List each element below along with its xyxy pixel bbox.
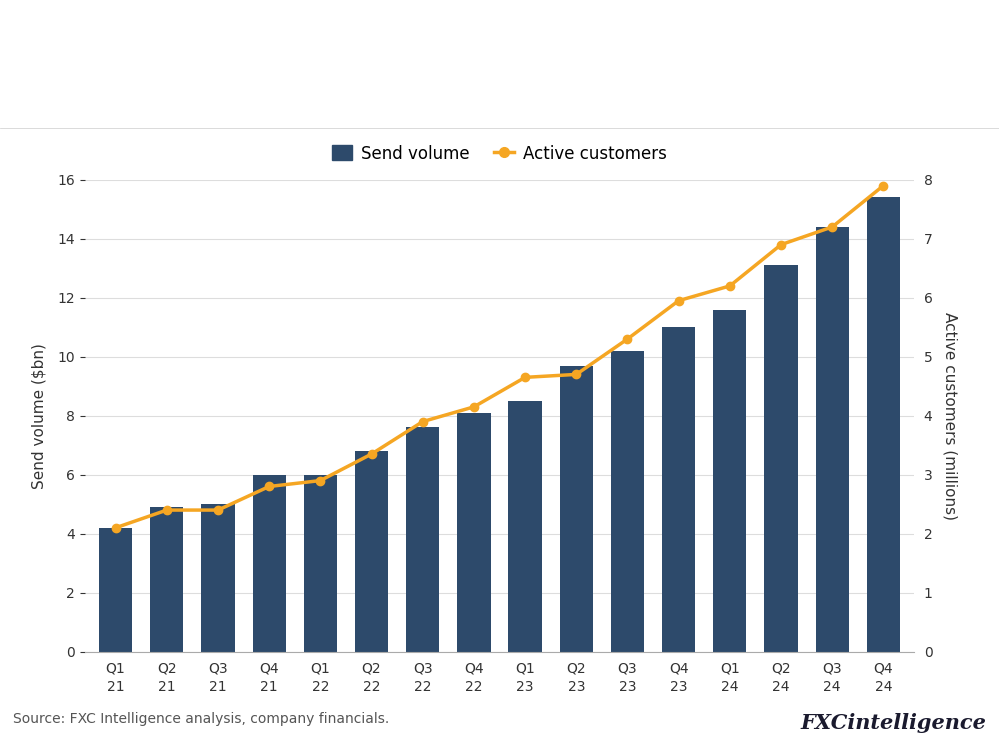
Bar xyxy=(304,475,337,652)
Bar xyxy=(559,366,593,652)
Bar xyxy=(713,309,746,652)
Bar xyxy=(508,401,541,652)
Y-axis label: Active customers (millions): Active customers (millions) xyxy=(943,312,958,520)
Y-axis label: Send volume ($bn): Send volume ($bn) xyxy=(31,343,46,488)
Bar xyxy=(764,265,797,652)
Bar xyxy=(662,327,695,652)
Text: Source: FXC Intelligence analysis, company financials.: Source: FXC Intelligence analysis, compa… xyxy=(13,712,390,726)
Bar xyxy=(815,227,849,652)
Text: Quarterly send volume and active customers, 2021-2024: Quarterly send volume and active custome… xyxy=(13,89,529,107)
Bar xyxy=(253,475,286,652)
Text: Remitly consistently grows send volume and active customers: Remitly consistently grows send volume a… xyxy=(13,31,943,58)
Bar xyxy=(458,413,491,652)
Bar xyxy=(99,528,132,652)
Legend: Send volume, Active customers: Send volume, Active customers xyxy=(326,138,673,169)
Bar xyxy=(202,504,235,652)
Text: FXCintelligence: FXCintelligence xyxy=(800,713,986,733)
Bar xyxy=(355,451,389,652)
Bar xyxy=(150,507,184,652)
Bar xyxy=(610,351,644,652)
Bar xyxy=(867,198,900,652)
Bar xyxy=(406,428,440,652)
